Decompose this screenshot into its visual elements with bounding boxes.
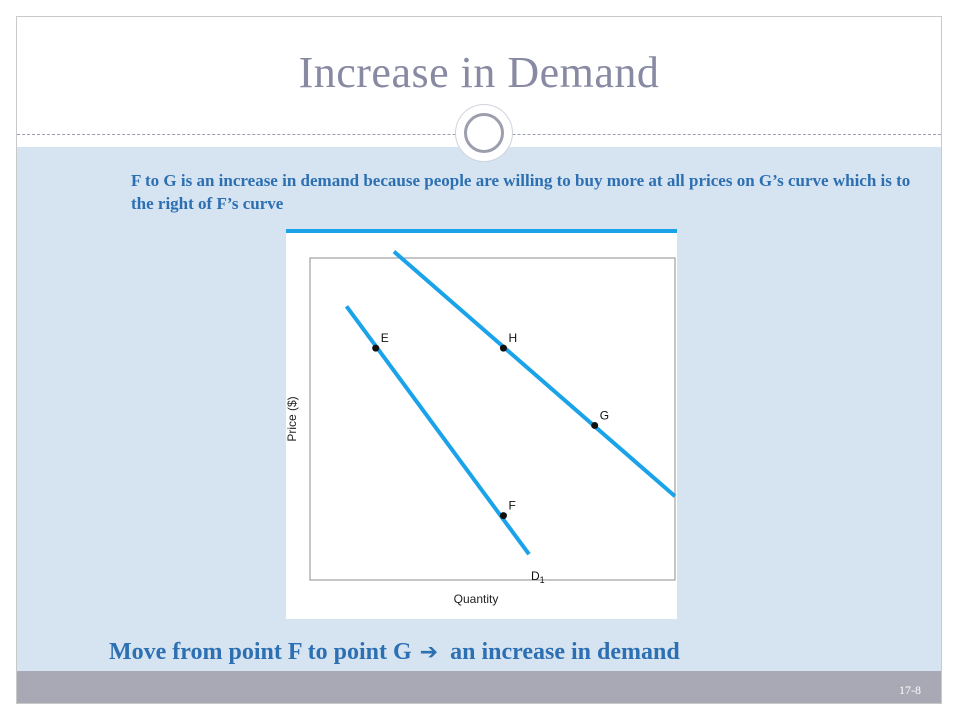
caption-part1: Move from point F to point G [109, 639, 412, 665]
point-label-h: H [508, 331, 517, 345]
x-axis-label: Quantity [454, 592, 499, 606]
demand-chart-svg: Price ($) Quantity D1EFD2HG [286, 250, 677, 606]
point-label-e: E [381, 331, 389, 345]
series-layer: D1EFD2HG [344, 250, 677, 585]
plot-area-border [309, 257, 676, 581]
slide-number: 17-8 [899, 683, 921, 697]
point-f [499, 512, 507, 520]
arrow-right-icon: ➔ [419, 640, 439, 665]
point-h [499, 344, 507, 352]
point-g [591, 421, 599, 429]
slide-title: Increase in Demand [298, 48, 660, 97]
slide-frame: Increase in Demand F to G is an increase… [16, 16, 942, 704]
explanation-text: F to G is an increase in demand because … [131, 171, 911, 213]
footer-bar: 17-8 [17, 671, 941, 703]
demand-curve-d2 [392, 250, 677, 498]
caption-part2: an increase in demand [450, 639, 680, 665]
circle-ornament-icon [455, 104, 513, 162]
demand-chart: Price ($) Quantity D1EFD2HG [286, 229, 677, 619]
point-e [372, 344, 380, 352]
y-axis-label: Price ($) [286, 396, 299, 441]
point-label-g: G [600, 408, 609, 422]
circle-ring [464, 113, 504, 153]
caption: Move from point F to point G ➔ an increa… [109, 639, 680, 666]
point-label-f: F [508, 499, 515, 513]
curve-label-d1: D1 [531, 569, 545, 585]
